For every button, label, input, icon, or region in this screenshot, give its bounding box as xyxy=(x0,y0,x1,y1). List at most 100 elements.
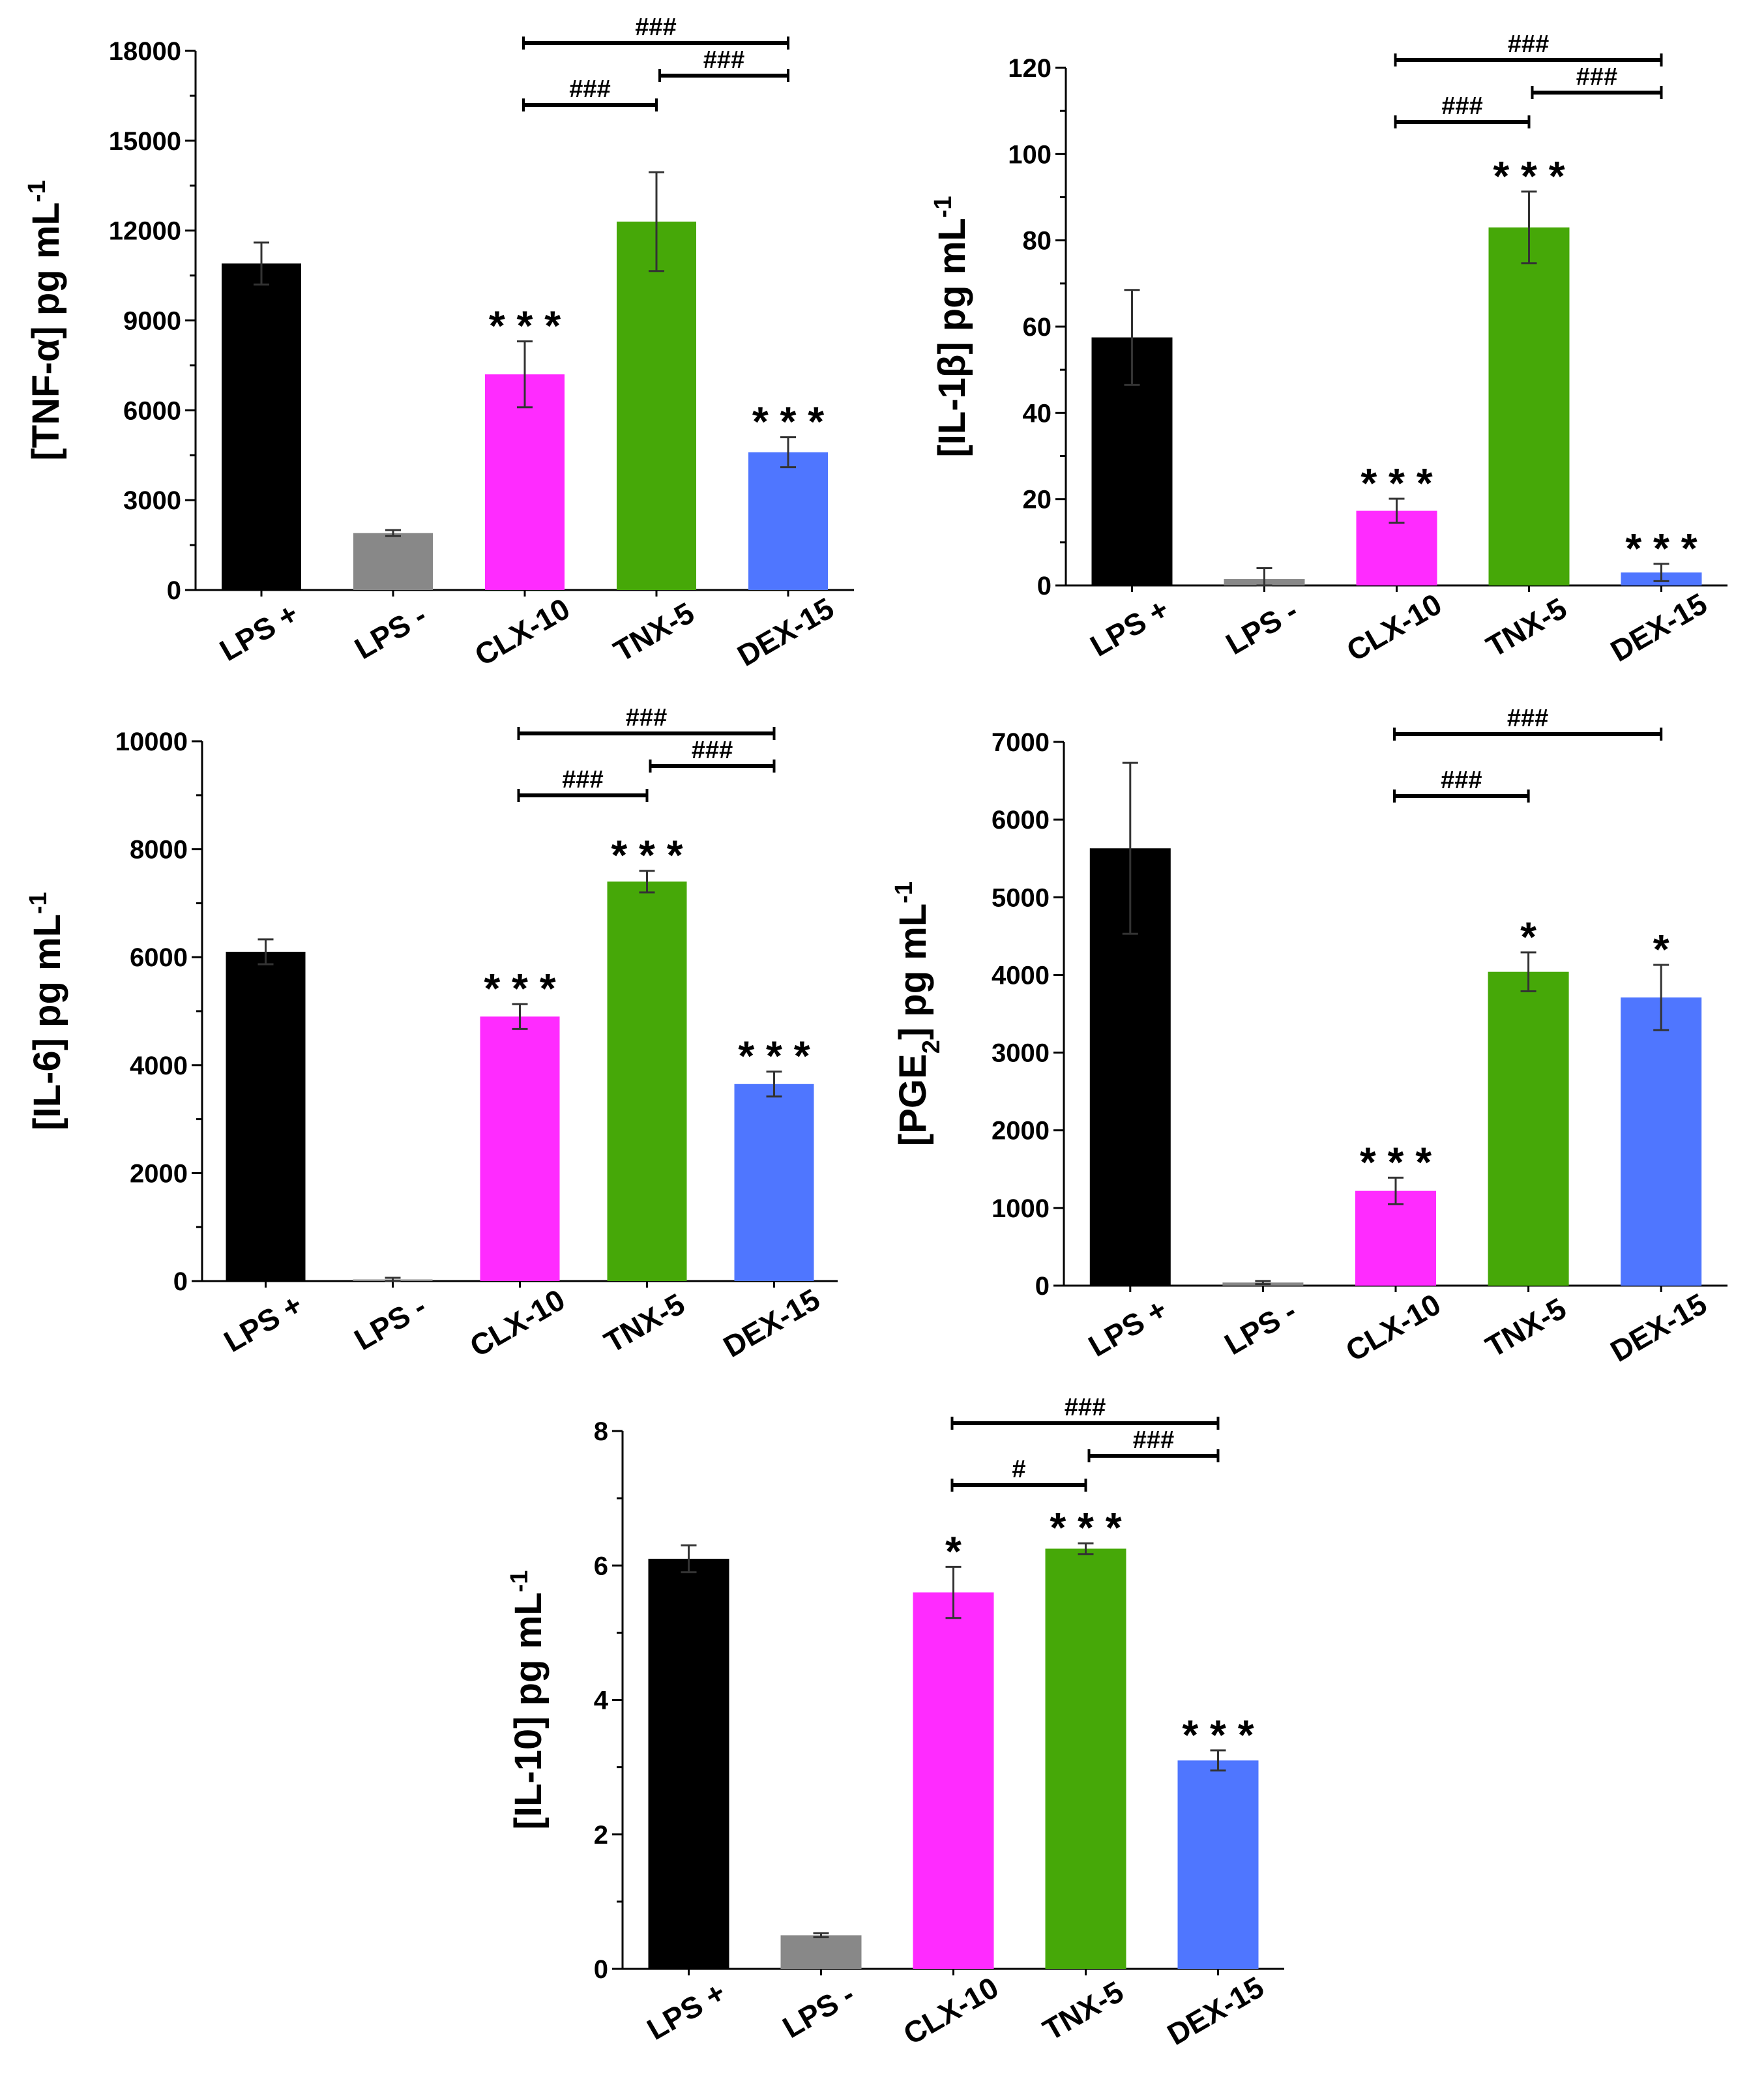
y-tick-label: 18000 xyxy=(109,37,181,66)
y-tick-label: 10000 xyxy=(115,728,188,756)
category-label: CLX-10 xyxy=(1340,1287,1446,1368)
y-axis-label: [PGE2] pg mL-1 xyxy=(890,881,945,1146)
bar-tnx-5 xyxy=(1488,227,1570,586)
bracket-label: # xyxy=(1012,1456,1025,1483)
chart-il1b: 0 20 40 60 80 100 120 LPS + LPS - * * * CLX-10 * * … xyxy=(930,31,1727,668)
category-label: LPS - xyxy=(1220,593,1304,661)
y-tick-label: 3000 xyxy=(992,1039,1050,1068)
y-tick-label: 6 xyxy=(594,1552,608,1580)
error-bar xyxy=(780,436,796,469)
y-tick-label: 9000 xyxy=(123,307,181,336)
bar-tnx-5 xyxy=(607,881,687,1281)
y-tick-label: 8000 xyxy=(130,836,188,864)
bracket-label: ### xyxy=(692,737,733,764)
y-tick-label: 0 xyxy=(173,1267,188,1296)
y-tick-label: 40 xyxy=(1023,399,1052,428)
bracket-label: ### xyxy=(1133,1426,1174,1454)
comparison-bracket: ### xyxy=(517,704,776,740)
bar-tnx-5 xyxy=(617,221,696,591)
error-bar xyxy=(1521,190,1537,265)
y-tick-label: 7000 xyxy=(992,728,1050,757)
error-bar xyxy=(1124,289,1140,386)
y-tick-label: 2000 xyxy=(130,1159,188,1188)
significance-label: * xyxy=(1653,926,1669,973)
bracket-label: ### xyxy=(626,704,667,731)
comparison-bracket: ### xyxy=(1531,63,1663,99)
bar-dex-15 xyxy=(748,452,828,590)
y-axis-label: [TNF-α] pg mL-1 xyxy=(23,180,67,460)
y-tick-label: 5000 xyxy=(992,883,1050,912)
error-bar xyxy=(1255,1280,1271,1286)
error-bar xyxy=(257,938,274,966)
bracket-label: ### xyxy=(1065,1394,1106,1421)
category-label: TNX-5 xyxy=(608,595,699,668)
comparison-bracket: ### xyxy=(1394,93,1531,128)
error-bar xyxy=(1653,964,1669,1031)
bar-dex-15 xyxy=(1621,997,1702,1286)
y-tick-label: 6000 xyxy=(123,396,181,425)
category-label: TNX-5 xyxy=(1480,1291,1572,1363)
y-tick-label: 6000 xyxy=(130,943,188,972)
error-bar xyxy=(649,171,664,273)
y-tick-label: 12000 xyxy=(109,217,181,246)
bracket-label: ### xyxy=(1441,767,1482,794)
bracket-label: ### xyxy=(1441,93,1482,120)
y-axis-label: [IL-6] pg mL-1 xyxy=(25,892,68,1130)
comparison-bracket: ### xyxy=(658,46,789,82)
bar-clx-10 xyxy=(913,1592,994,1969)
bracket-label: ### xyxy=(562,766,603,793)
comparison-bracket: ### xyxy=(1087,1426,1220,1462)
y-tick-label: 60 xyxy=(1023,313,1052,342)
bar-lps- xyxy=(222,263,301,590)
category-label: CLX-10 xyxy=(1341,587,1447,668)
comparison-bracket: ### xyxy=(649,737,776,773)
error-bar xyxy=(766,1070,782,1098)
error-bar xyxy=(945,1565,962,1619)
chart-tnf: 0 3000 6000 9000 12000 15000 18000 LPS + LPS - * … xyxy=(23,14,854,673)
error-bar xyxy=(1653,563,1669,582)
bar-clx-10 xyxy=(1355,1190,1436,1286)
y-tick-label: 120 xyxy=(1008,54,1051,83)
significance-label: * * * xyxy=(484,965,555,1012)
error-bar xyxy=(385,529,401,537)
significance-label: * * * xyxy=(1493,153,1565,199)
category-label: CLX-10 xyxy=(469,591,575,672)
y-tick-label: 80 xyxy=(1023,227,1052,256)
error-bar xyxy=(1388,1176,1404,1205)
comparison-bracket: ### xyxy=(1394,31,1663,66)
category-label: CLX-10 xyxy=(898,1970,1004,2051)
category-label: CLX-10 xyxy=(464,1282,570,1363)
y-tick-label: 0 xyxy=(167,576,181,605)
y-tick-label: 0 xyxy=(1035,1272,1050,1301)
comparison-bracket: ### xyxy=(1393,705,1663,741)
error-bar xyxy=(254,241,269,286)
significance-label: * * * xyxy=(738,1033,810,1080)
bar-tnx-5 xyxy=(1488,971,1569,1286)
comparison-bracket: ### xyxy=(950,1394,1220,1430)
y-tick-label: 0 xyxy=(1037,572,1051,600)
category-label: DEX-15 xyxy=(1605,586,1713,668)
category-label: LPS + xyxy=(218,1287,308,1359)
error-bar xyxy=(517,340,533,409)
bar-lps- xyxy=(226,951,306,1281)
significance-label: * xyxy=(1520,913,1536,960)
significance-label: * * * xyxy=(1625,525,1697,572)
chart-il10: 0 2 4 6 8 LPS + LPS - * CLX-10 * * * TNX-5 * * * DEX… xyxy=(506,1394,1284,2052)
error-bar xyxy=(512,1003,528,1030)
significance-label: * * * xyxy=(1182,1711,1254,1758)
y-tick-label: 4000 xyxy=(992,961,1050,990)
error-bar xyxy=(813,1932,829,1939)
y-tick-label: 100 xyxy=(1008,140,1051,169)
bracket-label: ### xyxy=(1576,63,1617,91)
significance-label: * * * xyxy=(1360,460,1432,507)
y-tick-label: 2000 xyxy=(992,1117,1050,1145)
bar-dex-15 xyxy=(1177,1760,1259,1969)
y-tick-label: 3000 xyxy=(123,486,181,515)
y-axis-label: [IL-10] pg mL-1 xyxy=(506,1571,550,1830)
bracket-label: ### xyxy=(635,14,676,41)
y-tick-label: 2 xyxy=(594,1821,608,1850)
bracket-label: ### xyxy=(703,46,744,74)
bracket-label: ### xyxy=(1508,31,1549,58)
comparison-bracket: ### xyxy=(522,14,789,50)
error-bar xyxy=(681,1544,697,1574)
